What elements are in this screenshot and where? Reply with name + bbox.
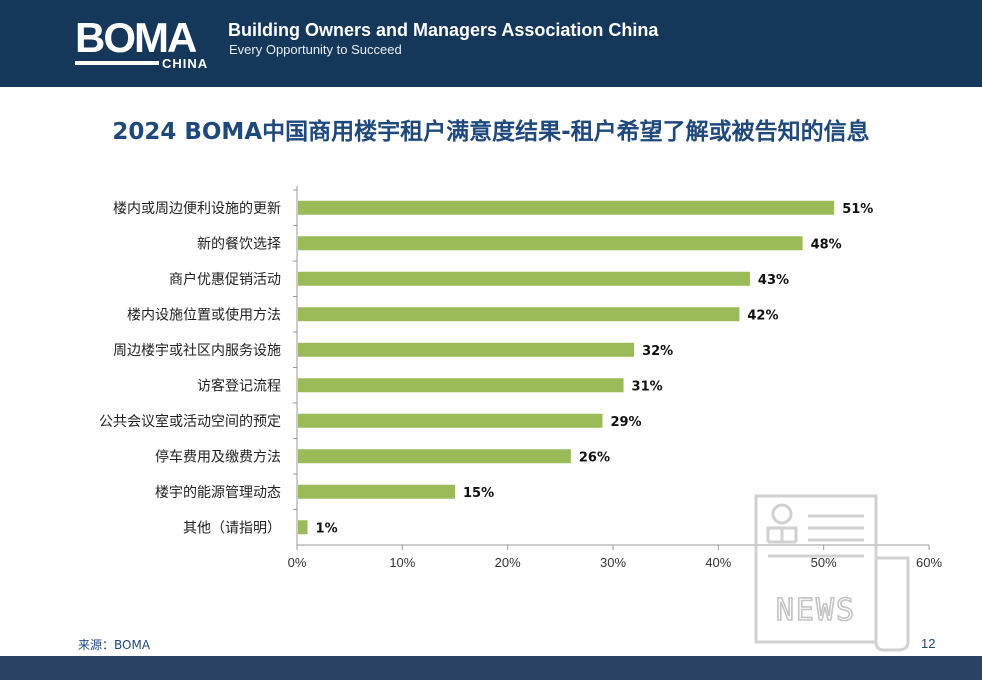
bar	[298, 413, 603, 428]
category-label: 楼宇的能源管理动态	[155, 485, 281, 501]
news-watermark: NEWS	[754, 494, 910, 652]
boma-china-logo: BOMA CHINA	[75, 16, 213, 72]
data-label: 32%	[642, 344, 673, 359]
bar	[298, 200, 835, 215]
data-label: 51%	[842, 202, 873, 217]
bar	[298, 520, 308, 535]
bar	[298, 449, 571, 464]
x-tick-label: 40%	[705, 555, 731, 570]
bar	[298, 236, 803, 251]
organization-name: Building Owners and Managers Association…	[228, 20, 659, 40]
category-label: 楼内设施位置或使用方法	[127, 306, 281, 323]
category-label: 新的餐饮选择	[197, 236, 281, 252]
data-label: 42%	[747, 308, 778, 323]
bar	[298, 271, 750, 286]
data-label: 31%	[632, 379, 663, 394]
x-tick-label: 0%	[288, 555, 307, 570]
category-label: 访客登记流程	[197, 377, 281, 394]
data-label: 1%	[316, 521, 338, 536]
category-label: 商户优惠促销活动	[169, 271, 281, 288]
footer-bar	[0, 656, 982, 680]
category-label: 停车费用及缴费方法	[155, 448, 281, 465]
category-label: 楼内或周边便利设施的更新	[113, 201, 281, 217]
organization-tagline: Every Opportunity to Succeed	[229, 42, 402, 57]
logo-subtext: CHINA	[162, 56, 209, 71]
bar	[298, 484, 455, 499]
logo-underline	[75, 61, 159, 65]
x-tick-label: 10%	[389, 555, 415, 570]
data-label: 43%	[758, 273, 789, 288]
category-label: 公共会议室或活动空间的预定	[99, 413, 281, 430]
x-tick-label: 30%	[600, 555, 626, 570]
bar	[298, 378, 624, 393]
data-label: 26%	[579, 450, 610, 465]
source-note: 来源：BOMA	[78, 638, 151, 652]
logo-wordmark: BOMA	[75, 14, 197, 61]
slide-title: 2024 BOMA中国商用楼宇租户满意度结果-租户希望了解或被告知的信息	[112, 119, 870, 145]
data-label: 29%	[610, 415, 641, 430]
category-label: 周边楼宇或社区内服务设施	[113, 343, 281, 359]
data-label: 48%	[811, 237, 842, 252]
x-tick-label: 50%	[811, 555, 837, 570]
x-tick-label: 60%	[916, 555, 942, 570]
bar	[298, 342, 635, 357]
watermark-text: NEWS	[776, 593, 856, 628]
x-tick-label: 20%	[495, 555, 521, 570]
data-label: 15%	[463, 486, 494, 501]
page-number: 12	[921, 636, 936, 651]
bar	[298, 307, 740, 322]
header-banner: BOMA CHINA Building Owners and Managers …	[0, 0, 982, 87]
news-document-icon	[754, 494, 910, 652]
horizontal-bar-chart: 楼内或周边便利设施的更新 51% 新的餐饮选择 48% 商户优惠促销活动 43% 楼内设施位…	[99, 186, 942, 570]
category-label: 其他（请指明）	[183, 520, 281, 536]
